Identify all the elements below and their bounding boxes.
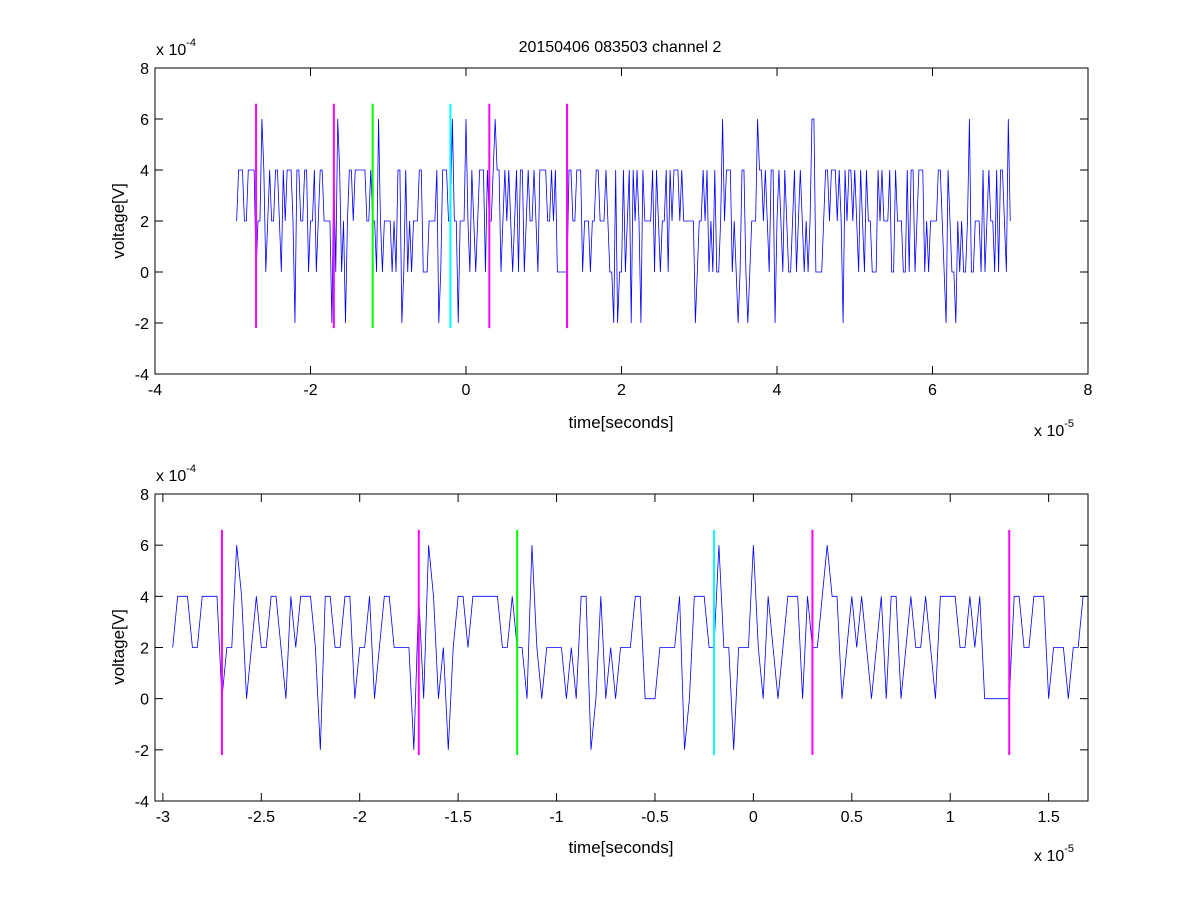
x-tick-label: -1.5 (444, 809, 472, 826)
y-tick-label: 2 (140, 214, 149, 231)
y-tick-label: -2 (135, 743, 149, 760)
bottom-tick-layer: -3 -2.5 -2 -1.5 -1 -0.5 0 0.5 1 1.5 -4 -2 0 2 4 6 8 (135, 487, 1088, 826)
y-tick-label: 6 (140, 112, 149, 129)
top-y-exponent-power: -4 (186, 37, 196, 49)
y-tick-label: -4 (135, 794, 149, 811)
x-tick-label: 0 (462, 382, 471, 399)
top-x-exponent: x 10-5 (1034, 418, 1074, 440)
x-tick-label: 4 (773, 382, 782, 399)
x-tick-label: 6 (928, 382, 937, 399)
y-tick-label: 2 (140, 641, 149, 658)
bottom-subplot: -3 -2.5 -2 -1.5 -1 -0.5 0 0.5 1 1.5 -4 -2 0 2 4 6 8 time… (109, 463, 1089, 865)
x-tick-label: -0.5 (641, 809, 669, 826)
y-tick-label: -4 (135, 367, 149, 384)
y-tick-label: 0 (140, 265, 149, 282)
top-x-exponent-power: -5 (1064, 418, 1074, 430)
bottom-y-exponent: x 10-4 (156, 463, 196, 485)
x-tick-label: 0 (749, 809, 758, 826)
bottom-x-exponent: x 10-5 (1034, 843, 1074, 865)
top-y-axis-label: voltage[V] (109, 183, 128, 259)
x-tick-label: 0.5 (841, 809, 863, 826)
x-tick-label: -2.5 (248, 809, 276, 826)
x-tick-label: -1 (549, 809, 563, 826)
x-tick-label: 2 (617, 382, 626, 399)
voltage-trace (236, 118, 1011, 324)
y-tick-label: 4 (140, 163, 149, 180)
bottom-x-axis-label: time[seconds] (569, 838, 674, 857)
bottom-y-axis-label: voltage[V] (109, 609, 128, 685)
top-x-axis-label: time[seconds] (569, 413, 674, 432)
bottom-signal-layer (172, 545, 1088, 750)
y-tick-label: -2 (135, 316, 149, 333)
x-tick-label: -3 (156, 809, 170, 826)
top-tick-layer: -4 -2 0 2 4 6 8 -4 -2 0 2 4 6 8 (135, 61, 1093, 399)
y-tick-label: 8 (140, 487, 149, 504)
x-tick-label: -4 (148, 382, 162, 399)
top-x-exponent-base: x 10 (1034, 423, 1064, 440)
top-axes-box (154, 67, 1089, 375)
x-tick-label: 1 (946, 809, 955, 826)
bottom-x-exponent-base: x 10 (1034, 848, 1064, 865)
voltage-trace (172, 545, 1088, 750)
top-y-exponent: x 10-4 (156, 37, 196, 59)
y-tick-label: 6 (140, 538, 149, 555)
top-marker-layer (255, 103, 569, 329)
top-signal-layer (236, 118, 1011, 324)
bottom-y-exponent-base: x 10 (156, 468, 186, 485)
x-tick-label: -2 (303, 382, 317, 399)
y-tick-label: 0 (140, 692, 149, 709)
y-tick-label: 8 (140, 61, 149, 78)
x-tick-label: 1.5 (1038, 809, 1060, 826)
x-tick-label: 8 (1084, 382, 1093, 399)
bottom-marker-layer (220, 529, 1011, 755)
figure-title: 20150406 083503 channel 2 (519, 39, 722, 56)
x-tick-label: -2 (353, 809, 367, 826)
top-subplot: -4 -2 0 2 4 6 8 -4 -2 0 2 4 6 8 time[seconds] voltage… (109, 37, 1093, 440)
bottom-y-exponent-power: -4 (186, 463, 196, 475)
bottom-x-exponent-power: -5 (1064, 843, 1074, 855)
top-y-exponent-base: x 10 (156, 42, 186, 59)
y-tick-label: 4 (140, 589, 149, 606)
